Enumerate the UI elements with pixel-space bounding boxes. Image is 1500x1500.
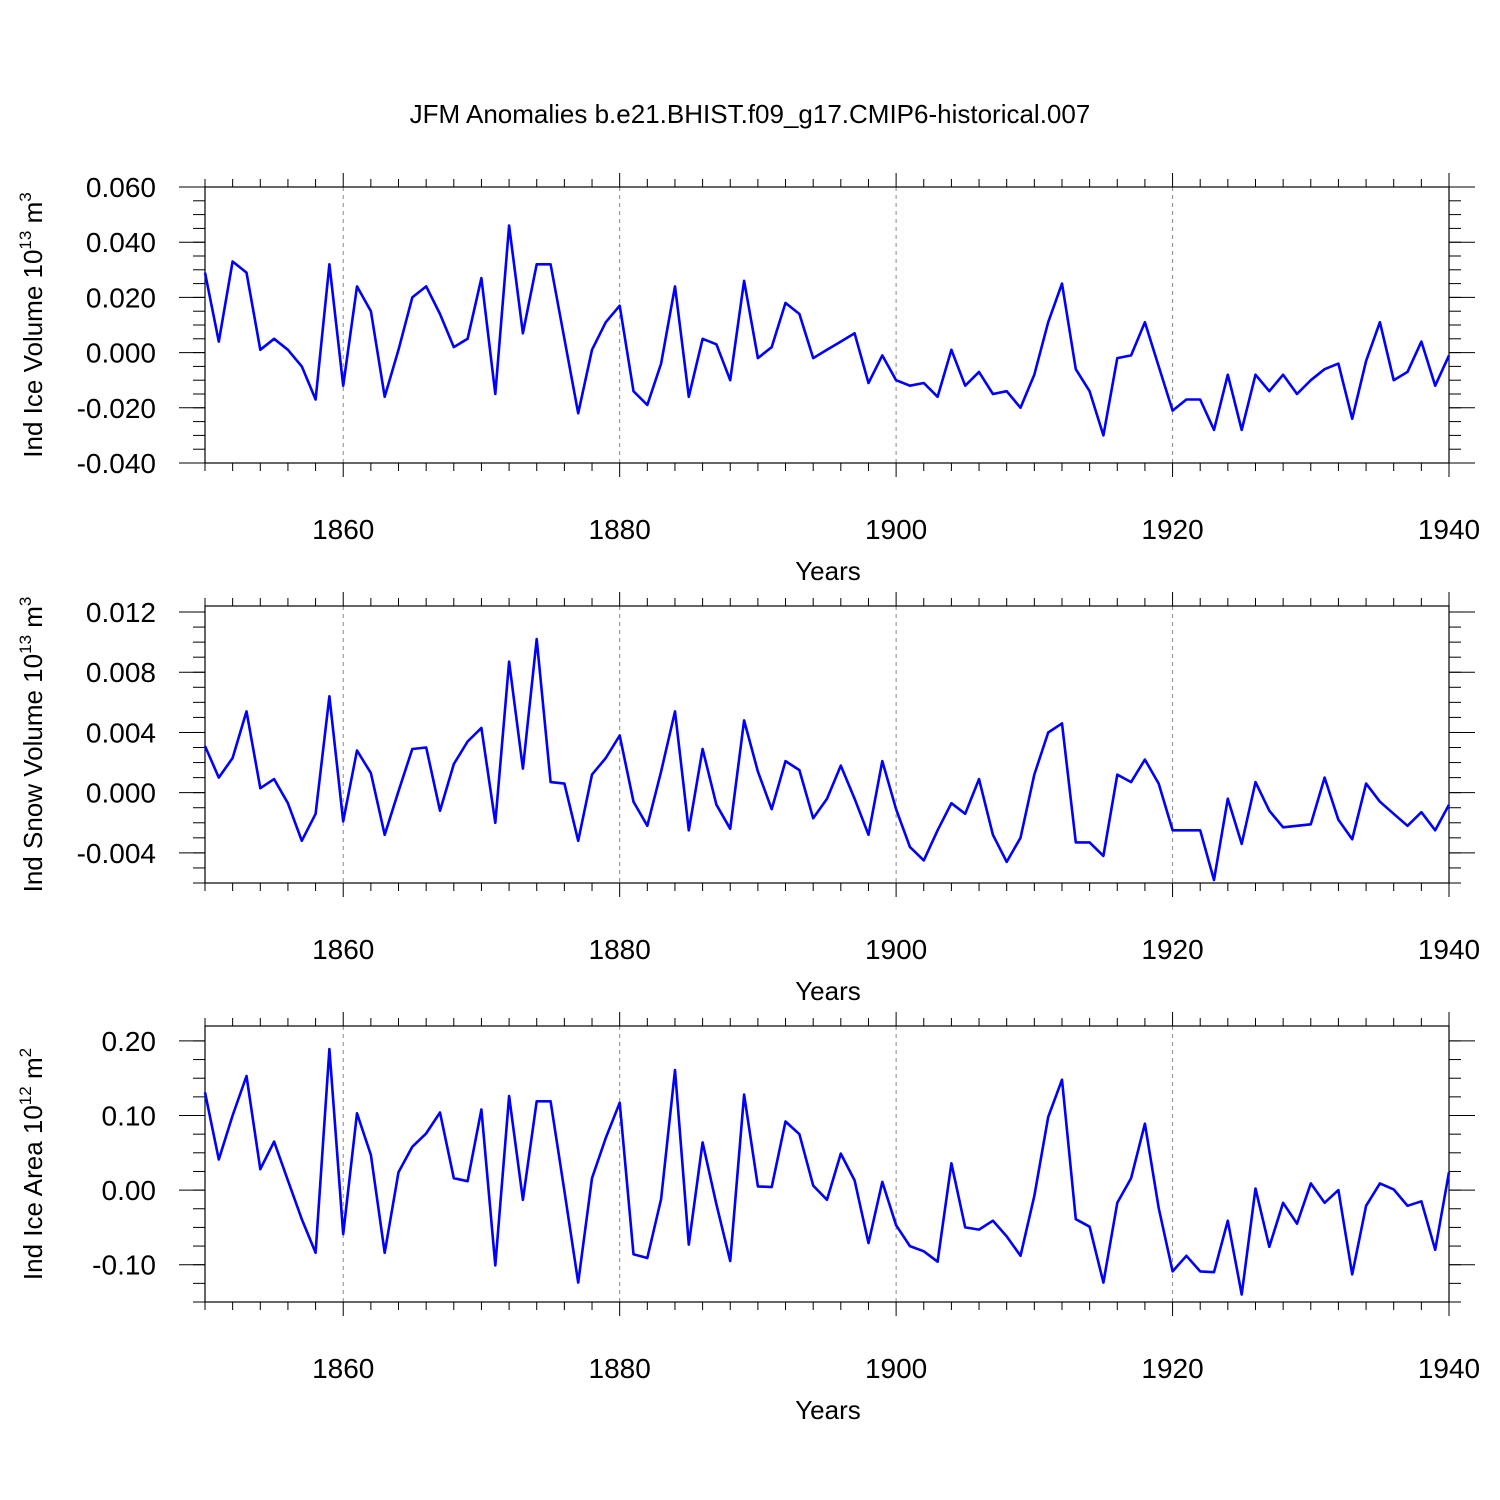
plot-frame	[204, 605, 1450, 884]
panel-snow-volume: -0.004 0.000 0.004 0.008 0.012 1860 1880 1900 19…	[16, 592, 1480, 1006]
y-axis-label: Ind Snow Volume 1013 m3	[16, 597, 48, 893]
y-tick-label: 0.10	[102, 1101, 157, 1132]
plot-frame	[204, 186, 1450, 464]
x-tick-label: 1860	[312, 514, 374, 545]
figure-title: JFM Anomalies b.e21.BHIST.f09_g17.CMIP6-…	[410, 99, 1091, 129]
x-tick-label: 1880	[589, 514, 651, 545]
x-tick-label: 1900	[865, 934, 927, 965]
y-axis-label: Ind Ice Volume 1013 m3	[16, 192, 48, 457]
y-tick-label: 0.040	[86, 227, 156, 258]
x-tick-label: 1940	[1418, 514, 1480, 545]
x-axis-label: Years	[795, 556, 861, 586]
panel-ice-area: -0.10 0.00 0.10 0.20 1860 1880 1900 1920 1940 Yea…	[16, 1012, 1480, 1425]
y-tick-label: 0.060	[86, 172, 156, 203]
x-axis-label: Years	[795, 976, 861, 1006]
y-tick-label: -0.10	[92, 1250, 156, 1281]
plot-frame	[204, 1025, 1450, 1303]
x-tick-label: 1920	[1141, 1353, 1203, 1384]
y-tick-label: 0.00	[102, 1175, 157, 1206]
x-tick-label: 1900	[865, 514, 927, 545]
x-tick-label: 1940	[1418, 1353, 1480, 1384]
x-tick-label: 1860	[312, 934, 374, 965]
y-tick-label: 0.020	[86, 282, 156, 313]
y-tick-label: 0.012	[86, 597, 156, 628]
x-tick-label: 1920	[1141, 934, 1203, 965]
x-tick-label: 1880	[589, 1353, 651, 1384]
y-axis-label: Ind Ice Area 1012 m2	[16, 1048, 48, 1280]
y-tick-label: 0.000	[86, 778, 156, 809]
series-line	[203, 637, 1451, 882]
y-tick-label: 0.004	[86, 717, 156, 748]
y-tick-label: -0.004	[77, 838, 156, 869]
y-tick-label: -0.020	[77, 393, 156, 424]
x-tick-label: 1920	[1141, 514, 1203, 545]
y-tick-label: 0.20	[102, 1026, 157, 1057]
x-tick-label: 1860	[312, 1353, 374, 1384]
series-line	[203, 1047, 1451, 1296]
y-tick-label: 0.008	[86, 657, 156, 688]
x-tick-label: 1880	[589, 934, 651, 965]
x-axis-label: Years	[795, 1395, 861, 1425]
x-tick-label: 1940	[1418, 934, 1480, 965]
y-tick-label: 0.000	[86, 338, 156, 369]
panel-ice-volume: -0.040 -0.020 0.000 0.020 0.040 0.060 1860 1880…	[16, 172, 1480, 586]
x-tick-label: 1900	[865, 1353, 927, 1384]
series-line	[203, 224, 1451, 437]
y-tick-label: -0.040	[77, 448, 156, 479]
